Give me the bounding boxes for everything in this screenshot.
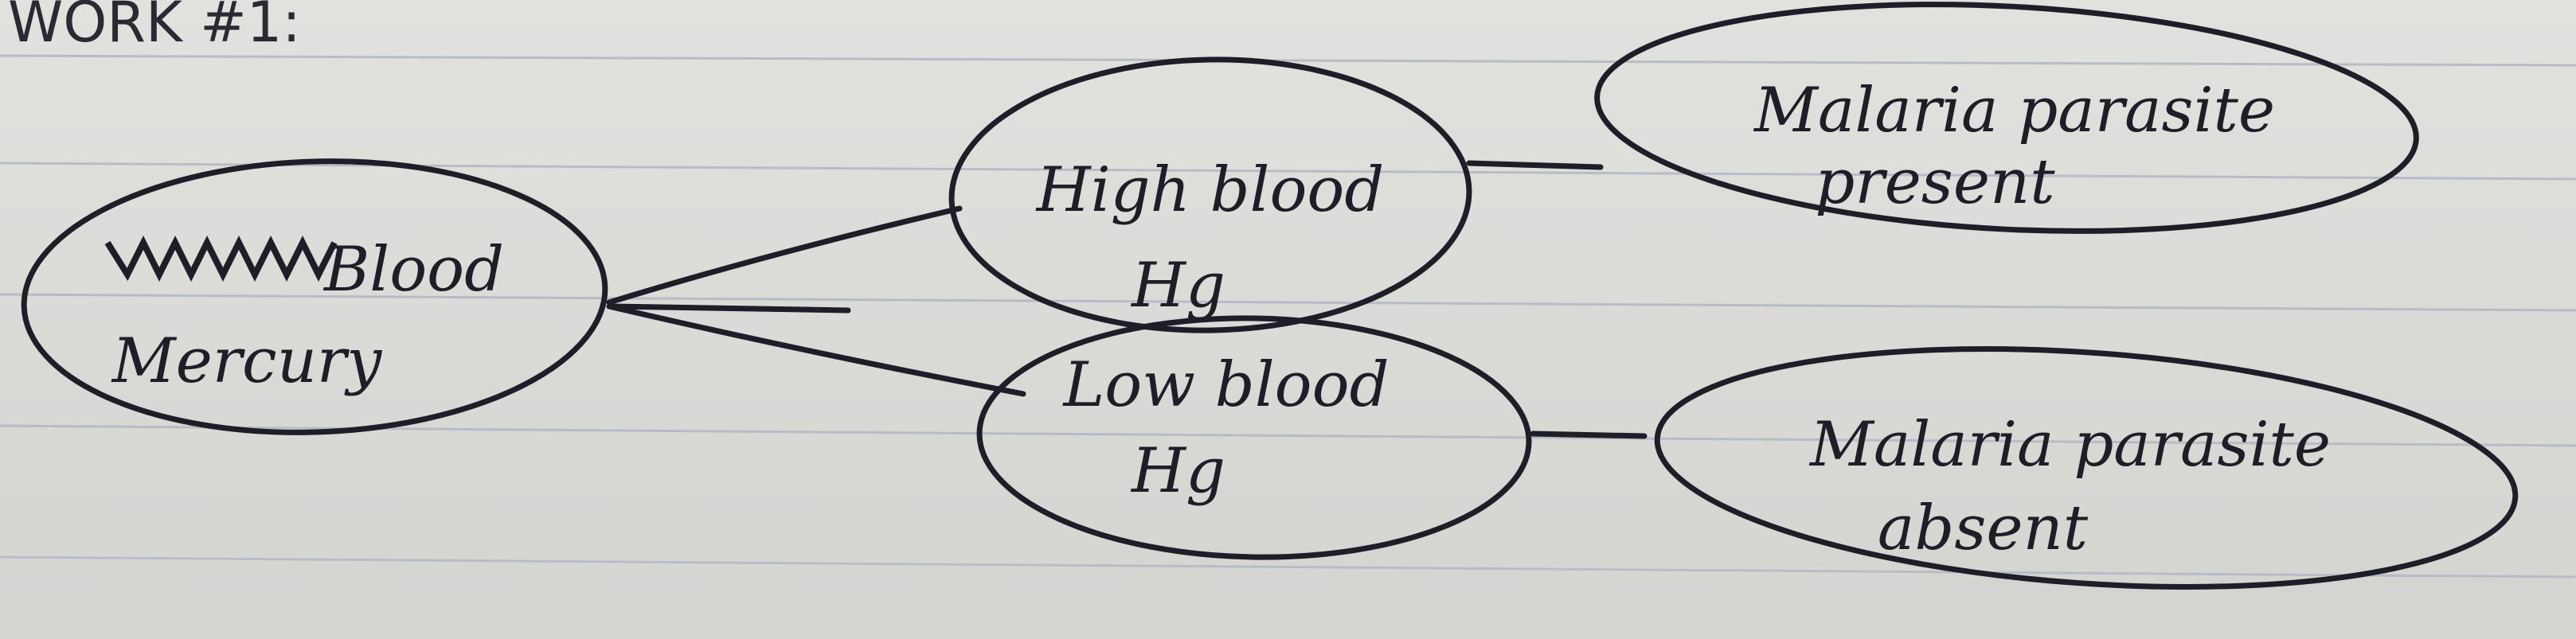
node-blood-mercury-line2: Mercury xyxy=(111,325,383,397)
node-high-blood-hg-line1: High blood xyxy=(1035,154,1385,226)
node-blood-mercury-line1: Blood xyxy=(322,234,504,306)
page-heading: WORK #1: xyxy=(8,0,301,55)
node-low-blood-hg-line1: Low blood xyxy=(1061,349,1389,421)
node-malaria-present-line1: Malaria parasite xyxy=(1753,75,2275,146)
node-malaria-absent: Malaria parasite absent xyxy=(1654,346,2519,590)
edge-mercury-stub xyxy=(610,303,851,314)
crossed-out-word xyxy=(104,236,338,282)
edge-mercury-high xyxy=(606,205,963,306)
node-high-blood-hg: High blood Hg xyxy=(948,56,1472,333)
node-malaria-absent-line2: absent xyxy=(1878,493,2089,564)
node-low-blood-hg: Low blood Hg xyxy=(976,315,1532,560)
node-blood-mercury: Blood Mercury xyxy=(21,158,608,435)
node-high-blood-hg-line2: Hg xyxy=(1130,250,1225,321)
node-malaria-present: Malaria parasite present xyxy=(1594,2,2419,234)
edge-high-present xyxy=(1466,160,1604,170)
node-malaria-absent-line1: Malaria parasite xyxy=(1808,409,2331,481)
edge-low-absent xyxy=(1530,431,1648,439)
node-low-blood-hg-line2: Hg xyxy=(1130,435,1225,507)
node-malaria-present-line2: present xyxy=(1815,146,2055,218)
edge-mercury-low xyxy=(606,303,1026,397)
